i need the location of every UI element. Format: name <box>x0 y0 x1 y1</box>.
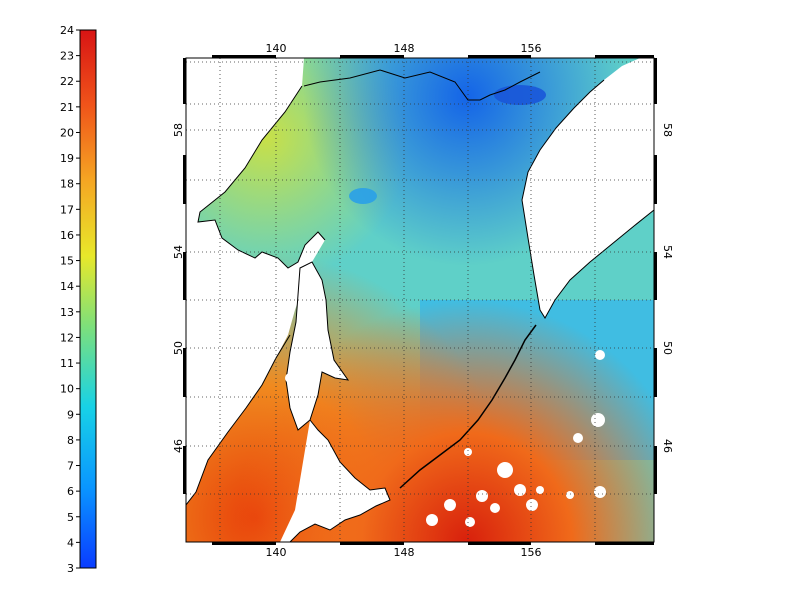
land-asia-north <box>186 58 325 505</box>
latitude-label: 50 <box>172 341 185 355</box>
frame-bar-right <box>654 348 657 397</box>
latitude-label: 46 <box>172 439 185 453</box>
colorbar-tick-label: 5 <box>67 511 74 524</box>
frame-bar-top <box>595 55 654 58</box>
cool-patch <box>349 188 377 204</box>
graticule <box>186 58 654 542</box>
frame-bar-left <box>183 252 186 300</box>
land-hokkaido <box>280 420 390 542</box>
longitude-labels-top: 140 148 156 <box>266 42 542 55</box>
longitude-label: 148 <box>394 546 415 559</box>
colorbar-tick-label: 16 <box>60 229 74 242</box>
frame-bar-right <box>654 155 657 204</box>
latitude-labels-left: 46 50 54 58 <box>172 123 185 453</box>
colorbar-tick-label: 18 <box>60 178 74 191</box>
latitude-label: 54 <box>172 245 185 259</box>
colorbar-tick-label: 6 <box>67 485 74 498</box>
latitude-label: 58 <box>172 123 185 137</box>
latitude-labels-right: 46 50 54 58 <box>661 123 674 453</box>
colorbar: 3 4 5 6 7 8 9 10 11 12 13 14 15 16 17 18 19 20 21 22 23 24 <box>60 24 97 575</box>
frame-bar-right <box>654 252 657 300</box>
colorbar-tick-label: 8 <box>67 434 74 447</box>
cool-patch <box>494 85 546 105</box>
frame-bar-bottom <box>212 542 276 545</box>
longitude-label: 156 <box>521 546 542 559</box>
longitude-label: 148 <box>394 42 415 55</box>
frame-bar-bottom <box>340 542 404 545</box>
colorbar-tick-label: 22 <box>60 75 74 88</box>
frame-bar-bottom <box>595 542 654 545</box>
frame-bar-top <box>212 55 276 58</box>
frame-bar-bottom <box>468 542 531 545</box>
colorbar-tick-label: 11 <box>60 357 74 370</box>
frame-bar-left <box>183 155 186 204</box>
frame-bar-left <box>183 446 186 494</box>
colorbar-tick-label: 19 <box>60 152 74 165</box>
longitude-label: 140 <box>266 546 287 559</box>
colorbar-tick-label: 23 <box>60 50 74 63</box>
frame-bar-left <box>183 348 186 397</box>
colorbar-border <box>79 29 97 569</box>
frame-bar-top <box>340 55 404 58</box>
colorbar-tick-label: 9 <box>67 408 74 421</box>
land-sakhalin <box>286 262 348 430</box>
frame-bar-top <box>468 55 531 58</box>
colorbar-tick-label: 13 <box>60 306 74 319</box>
colorbar-gradient <box>80 30 96 568</box>
coastline-hokkaido <box>289 419 391 542</box>
frame-bar-left <box>183 58 186 104</box>
colorbar-tick-label: 21 <box>60 101 74 114</box>
colorbar-tick-label: 15 <box>60 255 74 268</box>
colorbar-ticks: 3 4 5 6 7 8 9 10 11 12 13 14 15 16 17 18 19 20 21 22 23 24 <box>60 24 97 575</box>
map-panel: 140 148 156 140 148 156 46 50 54 58 46 50 54 58 <box>172 42 674 559</box>
coastline-sakhalin <box>285 261 350 431</box>
colorbar-tick-label: 24 <box>60 24 74 37</box>
colorbar-tick-label: 4 <box>67 536 74 549</box>
frame-scale-bars <box>183 55 657 545</box>
colorbar-tick-label: 7 <box>67 460 74 473</box>
longitude-label: 140 <box>266 42 287 55</box>
latitude-label: 46 <box>661 439 674 453</box>
kuril-islands <box>399 324 537 489</box>
longitude-labels-bottom: 140 148 156 <box>266 546 542 559</box>
colorbar-tick-label: 14 <box>60 280 74 293</box>
colorbar-tick-label: 17 <box>60 203 74 216</box>
coastline-mainland-west <box>186 334 291 506</box>
colorbar-tick-label: 10 <box>60 383 74 396</box>
frame-bar-right <box>654 446 657 494</box>
colorbar-tick-label: 20 <box>60 126 74 139</box>
land-kamchatka <box>522 58 654 318</box>
latitude-label: 54 <box>661 245 674 259</box>
longitude-label: 156 <box>521 42 542 55</box>
no-data-patches <box>285 350 606 527</box>
latitude-label: 58 <box>661 123 674 137</box>
frame-bar-right <box>654 58 657 104</box>
colorbar-tick-label: 3 <box>67 562 74 575</box>
coastline <box>197 69 654 319</box>
latitude-label: 50 <box>661 341 674 355</box>
colorbar-tick-label: 12 <box>60 331 74 344</box>
